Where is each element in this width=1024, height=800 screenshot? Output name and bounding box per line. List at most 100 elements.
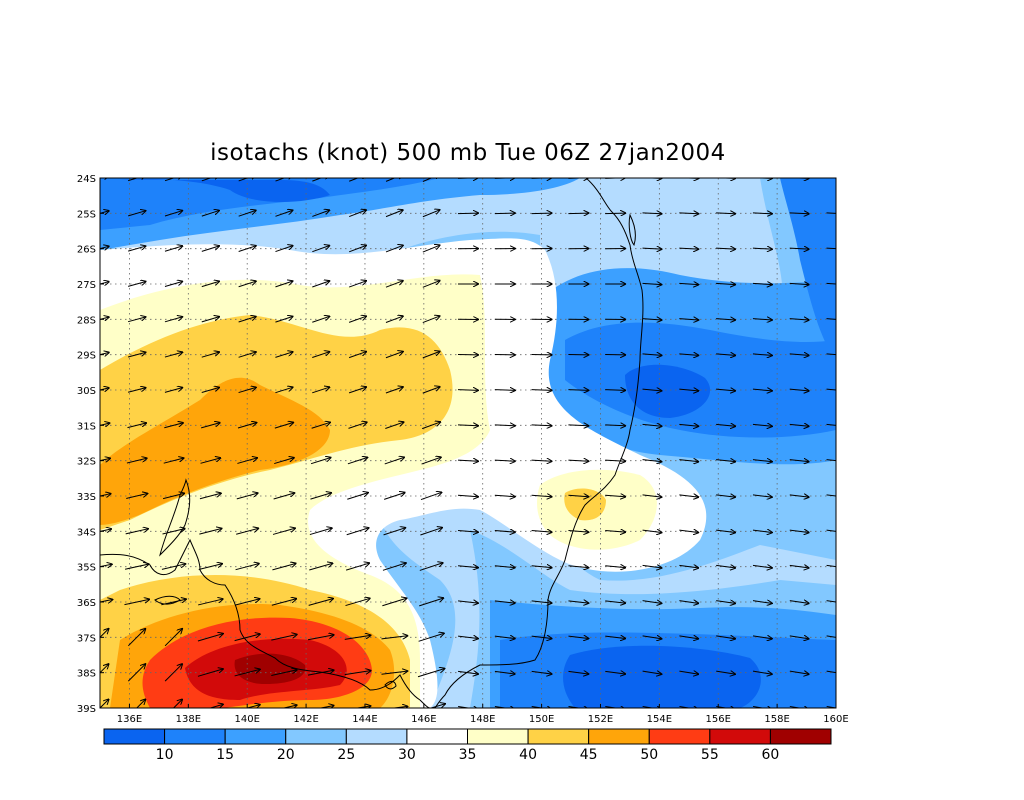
wind-vector: [568, 636, 588, 638]
wind-vector: [531, 425, 552, 426]
wind-vector: [100, 529, 111, 534]
wind-vector: [201, 211, 219, 217]
wind-vector: [100, 564, 112, 569]
wind-vector: [494, 495, 515, 496]
wind-vector: [716, 601, 735, 604]
wind-vector: [716, 319, 735, 320]
wind-vector: [385, 387, 403, 394]
x-tick-label: 142E: [293, 714, 318, 725]
wind-vector: [716, 213, 735, 214]
wind-vector: [642, 460, 662, 462]
wind-vector: [568, 566, 588, 568]
wind-vector: [531, 530, 552, 532]
wind-vector: [679, 460, 698, 462]
y-tick-label: 32S: [77, 457, 96, 468]
wind-vector: [161, 564, 185, 570]
wind-vector: [422, 316, 440, 324]
wind-vector: [164, 246, 182, 252]
wind-vector: [164, 317, 182, 323]
wind-vector: [318, 706, 334, 708]
wind-vector: [789, 424, 809, 426]
wind-vector: [752, 283, 772, 284]
wind-vector: [568, 213, 588, 214]
wind-vector: [716, 248, 735, 249]
wind-vector: [716, 389, 735, 391]
wind-vector: [307, 635, 334, 641]
wind-vector: [100, 388, 108, 392]
coastline: [100, 178, 644, 708]
colorbar-label: 20: [277, 747, 295, 763]
y-tick-label: 28S: [77, 315, 96, 326]
wind-vector: [125, 529, 148, 535]
wind-vector: [826, 600, 836, 603]
wind-vector: [826, 423, 836, 426]
wind-vector: [457, 213, 478, 214]
wind-vector: [642, 495, 662, 497]
x-tick-label: 140E: [234, 714, 259, 725]
wind-vector: [100, 494, 110, 499]
wind-vector: [275, 352, 292, 358]
y-tick-label: 27S: [77, 280, 96, 291]
wind-vector: [238, 387, 256, 394]
colorbar-swatch: [406, 728, 468, 745]
wind-vector: [197, 634, 223, 642]
wind-vector: [127, 282, 145, 287]
wind-vector: [422, 387, 440, 394]
wind-vector: [385, 210, 403, 218]
wind-vector: [348, 422, 366, 429]
wind-vector: [385, 281, 403, 288]
wind-vector: [172, 700, 182, 708]
fill-65-plus: [234, 653, 306, 684]
wind-vector: [422, 351, 440, 359]
wind-vector: [310, 493, 331, 500]
wind-vector: [354, 706, 371, 708]
wind-vector: [199, 529, 221, 535]
wind-vector: [201, 388, 219, 393]
wind-vector: [100, 600, 113, 605]
wind-vector: [789, 460, 809, 462]
wind-vector: [642, 530, 662, 532]
wind-vector: [312, 246, 329, 253]
x-tick-label: 158E: [764, 714, 789, 725]
wind-vector: [348, 352, 366, 359]
contour-fills: [100, 178, 836, 708]
wind-vector: [348, 246, 366, 253]
wind-vector: [311, 422, 330, 429]
wind-vector: [312, 210, 329, 217]
wind-vector: [458, 601, 478, 603]
wind-vector: [385, 316, 403, 323]
wind-vector: [826, 459, 836, 462]
wind-vector: [789, 283, 809, 284]
wind-vector: [642, 601, 662, 604]
wind-vector: [199, 493, 221, 500]
fill-15-20-ne: [780, 178, 836, 360]
wind-vector: [679, 354, 698, 355]
y-tick-label: 33S: [77, 492, 96, 503]
wind-vector: [826, 353, 836, 356]
wind-vector: [826, 494, 836, 497]
wind-vector: [531, 636, 552, 638]
wind-vector: [164, 388, 182, 393]
wind-vector: [679, 248, 698, 249]
wind-vector: [494, 213, 515, 214]
colorbar-label: 60: [762, 747, 780, 763]
wind-vector: [347, 458, 367, 465]
wind-vector: [494, 601, 515, 603]
wind-vector: [312, 178, 329, 182]
wind-vector: [457, 425, 478, 426]
wind-vector: [201, 352, 219, 358]
colorbar-label: 15: [216, 747, 234, 763]
colorbar-swatch: [769, 728, 832, 745]
wind-vector: [100, 246, 108, 251]
wind-vector: [457, 566, 478, 568]
wind-vector: [127, 352, 145, 358]
wind-vector: [531, 213, 552, 214]
wind-vector: [164, 178, 182, 182]
wind-vector: [384, 457, 404, 465]
wind-vector: [238, 246, 256, 252]
wind-vector: [344, 671, 371, 676]
wind-vector: [752, 319, 772, 320]
wind-vector: [679, 671, 698, 674]
wind-vector: [605, 671, 625, 674]
